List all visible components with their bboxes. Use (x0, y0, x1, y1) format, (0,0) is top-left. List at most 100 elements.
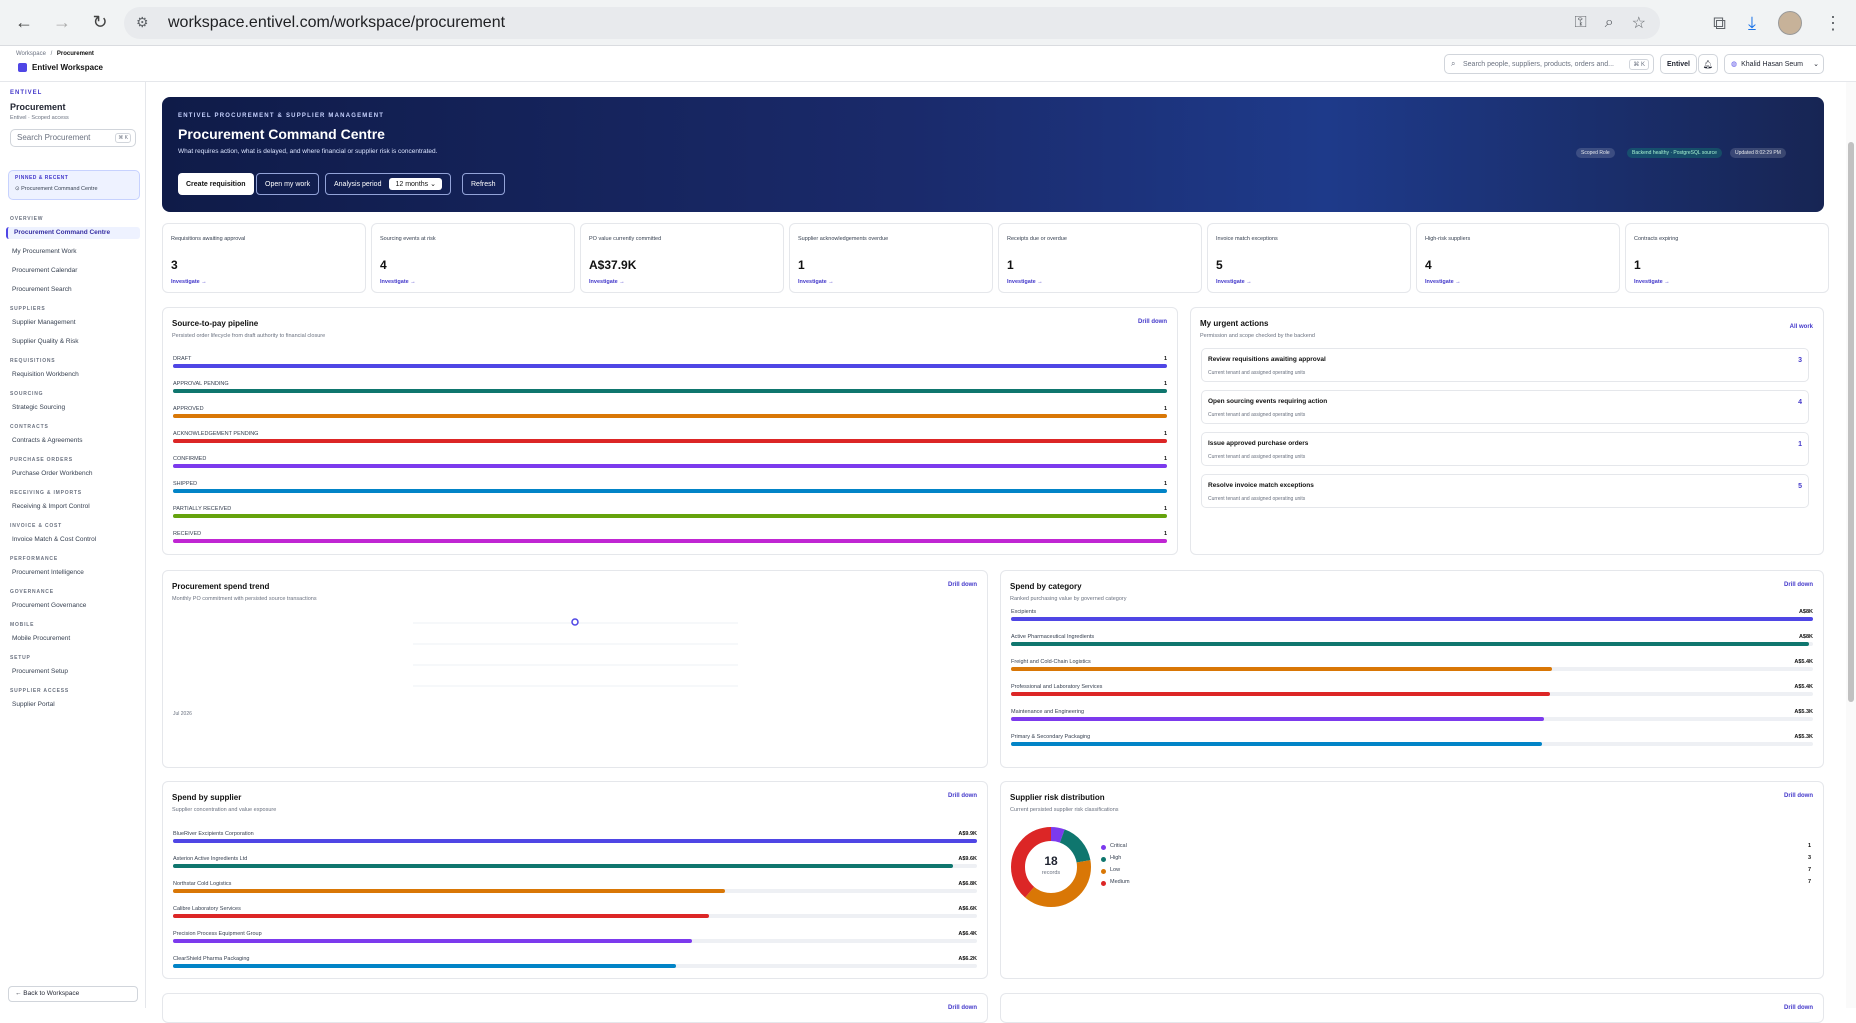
sidebar-item[interactable]: Purchase Order Workbench (12, 470, 93, 477)
kpi-investigate-link[interactable]: Investigate → (1216, 279, 1252, 285)
kpi-investigate-link[interactable]: Investigate → (1007, 279, 1043, 285)
pinned-item[interactable]: ⊙ Procurement Command Centre (15, 186, 98, 192)
bar-row[interactable]: Professional and Laboratory Services A$5.… (1011, 684, 1813, 698)
breadcrumb-current: Procurement (56, 51, 94, 57)
create-requisition-button[interactable]: Create requisition (178, 173, 254, 195)
scrollbar-thumb[interactable] (1848, 142, 1854, 702)
sidebar-item[interactable]: Requisition Workbench (12, 371, 79, 378)
kpi-card[interactable]: Requisitions awaiting approval 3 Investiga… (162, 223, 366, 293)
bar-row[interactable]: Active Pharmaceutical Ingredients A$8K (1011, 634, 1813, 648)
sidebar-item[interactable]: Procurement Setup (12, 668, 69, 675)
sidebar-item[interactable]: Procurement Command Centre (6, 227, 140, 239)
trend-point[interactable] (571, 618, 579, 626)
all-work-link[interactable]: All work (1789, 324, 1813, 330)
sidebar-item[interactable]: Procurement Search (12, 286, 72, 293)
bar-row[interactable]: CONFIRMED 1 (173, 456, 1167, 470)
bar-row[interactable]: SHIPPED 1 (173, 481, 1167, 495)
sidebar-item[interactable]: Procurement Governance (12, 602, 87, 609)
bar-row[interactable]: DRAFT 1 (173, 356, 1167, 370)
sidebar-item[interactable]: Mobile Procurement (12, 635, 71, 642)
kpi-card[interactable]: Contracts expiring 1 Investigate → (1625, 223, 1829, 293)
bar-row[interactable]: ClearShield Pharma Packaging A$6.2K (173, 956, 977, 970)
sidebar-item[interactable]: Supplier Portal (12, 701, 55, 708)
sidebar-item[interactable]: Receiving & Import Control (12, 503, 90, 510)
bar-row[interactable]: ACKNOWLEDGEMENT PENDING 1 (173, 431, 1167, 445)
kpi-card[interactable]: PO value currently committed A$37.9K Inves… (580, 223, 784, 293)
bottom-left-drill-down-link[interactable]: Drill down (948, 1005, 977, 1011)
kpi-card[interactable]: High-risk suppliers 4 Investigate → (1416, 223, 1620, 293)
global-search-input[interactable]: ⌕ Search people, suppliers, products, or… (1444, 54, 1654, 74)
bar-row[interactable]: RECEIVED 1 (173, 531, 1167, 545)
spend-trend-drill-down-link[interactable]: Drill down (948, 582, 977, 588)
sidebar-item[interactable]: Procurement Calendar (12, 267, 78, 274)
bar-row[interactable]: Asterion Active Ingredients Ltd A$9.6K (173, 856, 977, 870)
bar-row[interactable]: Northstar Cold Logistics A$6.8K (173, 881, 977, 895)
bar-row[interactable]: Maintenance and Engineering A$5.3K (1011, 709, 1813, 723)
risk-drill-down-link[interactable]: Drill down (1784, 793, 1813, 799)
breadcrumb-root[interactable]: Workspace (16, 51, 46, 57)
star-icon[interactable]: ☆ (1631, 15, 1646, 32)
tenant-button[interactable]: Entivel (1660, 54, 1697, 74)
sidebar-item[interactable]: Invoice Match & Cost Control (12, 536, 97, 543)
bar-row[interactable]: APPROVED 1 (173, 406, 1167, 420)
kpi-card[interactable]: Receipts due or overdue 1 Investigate → (998, 223, 1202, 293)
breadcrumb-separator: / (50, 51, 53, 57)
sidebar-item[interactable]: Contracts & Agreements (12, 437, 83, 444)
sidebar-item[interactable]: Procurement Intelligence (12, 569, 84, 576)
analysis-period-select[interactable]: Analysis period 12 months ⌄ (325, 173, 451, 195)
menu-dots-icon[interactable]: ⋮ (1824, 12, 1842, 33)
sidebar-item[interactable]: Supplier Quality & Risk (12, 338, 79, 345)
kpi-investigate-link[interactable]: Investigate → (380, 279, 416, 285)
reload-icon[interactable]: ↻ (92, 12, 108, 32)
bar-row[interactable]: Freight and Cold-Chain Logistics A$5.4K (1011, 659, 1813, 673)
urgent-action-item[interactable]: Issue approved purchase orders Current te… (1201, 432, 1809, 466)
kpi-card[interactable]: Sourcing events at risk 4 Investigate → (371, 223, 575, 293)
urgent-action-item[interactable]: Resolve invoice match exceptions Current … (1201, 474, 1809, 508)
pipeline-drill-down-link[interactable]: Drill down (1138, 319, 1167, 325)
spend-category-drill-down-link[interactable]: Drill down (1784, 582, 1813, 588)
refresh-button[interactable]: Refresh (462, 173, 505, 195)
donut-slice-low[interactable] (1011, 827, 1091, 907)
sidebar-title: Procurement (10, 102, 66, 112)
back-to-workspace-button[interactable]: ← Back to Workspace (8, 986, 138, 1002)
spend-supplier-drill-down-link[interactable]: Drill down (948, 793, 977, 799)
profile-avatar[interactable] (1778, 11, 1802, 35)
kpi-investigate-link[interactable]: Investigate → (1425, 279, 1461, 285)
kpi-investigate-link[interactable]: Investigate → (798, 279, 834, 285)
bar-row[interactable]: BlueRiver Excipients Corporation A$9.9K (173, 831, 977, 845)
key-icon[interactable]: ⚿ (1574, 14, 1587, 31)
bar-row[interactable]: Excipients A$8K (1011, 609, 1813, 623)
sidebar-item[interactable]: Supplier Management (12, 319, 76, 326)
forward-arrow-icon[interactable]: → (53, 12, 71, 32)
sidebar-section-heading: PERFORMANCE (10, 556, 58, 562)
urgent-action-item[interactable]: Review requisitions awaiting approval Cur… (1201, 348, 1809, 382)
page-scrollbar[interactable] (1846, 82, 1856, 1008)
sidebar-item[interactable]: Strategic Sourcing (12, 404, 66, 411)
bar-row[interactable]: PARTIALLY RECEIVED 1 (173, 506, 1167, 520)
open-my-work-button[interactable]: Open my work (256, 173, 320, 195)
sidebar-search-input[interactable]: Search Procurement ⌘ K (10, 129, 136, 147)
kpi-card[interactable]: Invoice match exceptions 5 Investigate → (1207, 223, 1411, 293)
download-icon[interactable]: ⤓ (1748, 12, 1756, 33)
sidebar-item[interactable]: My Procurement Work (12, 248, 77, 255)
kpi-investigate-link[interactable]: Investigate → (1634, 279, 1670, 285)
bell-icon[interactable]: 🔔︎ (1698, 54, 1718, 74)
address-bar[interactable]: ⚙ workspace.entivel.com/workspace/procur… (124, 7, 1660, 39)
bottom-right-drill-down-link[interactable]: Drill down (1784, 1005, 1813, 1011)
site-settings-icon[interactable]: ⚙ (136, 14, 149, 30)
workspace-switcher[interactable]: Entivel Workspace (18, 63, 103, 72)
kpi-card[interactable]: Supplier acknowledgements overdue 1 Invest… (789, 223, 993, 293)
user-menu-button[interactable]: ◍ Khalid Hasan Seum ⌄ (1724, 54, 1824, 74)
urgent-action-item[interactable]: Open sourcing events requiring action Cur… (1201, 390, 1809, 424)
bar-row[interactable]: Calibre Laboratory Services A$6.6K (173, 906, 977, 920)
bar-row[interactable]: Precision Process Equipment Group A$6.4K (173, 931, 977, 945)
back-arrow-icon[interactable]: ← (15, 12, 33, 32)
bar-row[interactable]: Primary & Secondary Packaging A$5.3K (1011, 734, 1813, 748)
donut-slice-medium[interactable] (1011, 827, 1091, 907)
kpi-investigate-link[interactable]: Investigate → (589, 279, 625, 285)
urgent-subtitle: Permission and scope checked by the back… (1200, 333, 1315, 339)
bar-row[interactable]: APPROVAL PENDING 1 (173, 381, 1167, 395)
extensions-icon[interactable]: ⧉ (1713, 12, 1727, 33)
kpi-investigate-link[interactable]: Investigate → (171, 279, 207, 285)
zoom-icon[interactable]: ⌕ (1604, 14, 1614, 31)
